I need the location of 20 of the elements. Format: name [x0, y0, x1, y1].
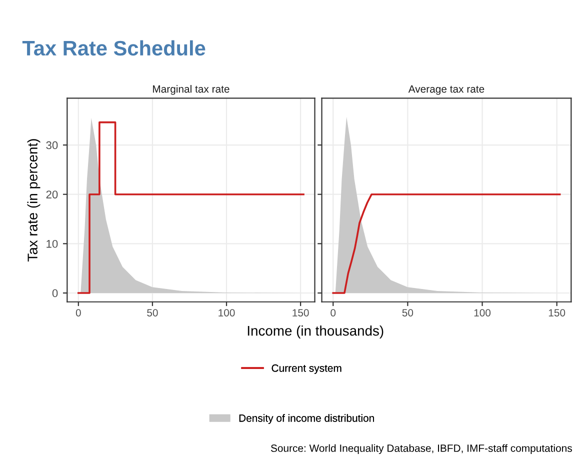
y-tick-label: 30 — [46, 141, 58, 150]
chart-subtitle: Marginal tax rate — [153, 85, 230, 95]
x-axis-title: Income (in thousands) — [248, 325, 384, 338]
y-tick-label: 10 — [46, 240, 58, 248]
x-tick-label: 0 — [76, 309, 81, 316]
legend-label: Density of income distribution — [239, 414, 374, 424]
x-tick-label: 0 — [330, 309, 336, 316]
x-tick-label: 100 — [218, 309, 235, 316]
x-tick-label: 100 — [474, 309, 491, 316]
legend-label: Current system — [272, 364, 342, 374]
x-tick-label: 150 — [292, 309, 309, 316]
x-tick-label: 50 — [402, 309, 414, 316]
source-note: Source: World Inequality Database, IBFD, IMF-staff computations — [270, 444, 572, 454]
x-tick-label: 50 — [147, 309, 158, 316]
y-axis-title: Tax rate (in percent) — [27, 139, 40, 262]
chart-subtitle: Average tax rate — [408, 85, 484, 95]
chart-title: Tax Rate Schedule — [22, 40, 206, 56]
x-tick-label: 150 — [548, 309, 566, 316]
y-tick-label: 0 — [52, 289, 58, 298]
y-tick-label: 20 — [46, 190, 58, 198]
